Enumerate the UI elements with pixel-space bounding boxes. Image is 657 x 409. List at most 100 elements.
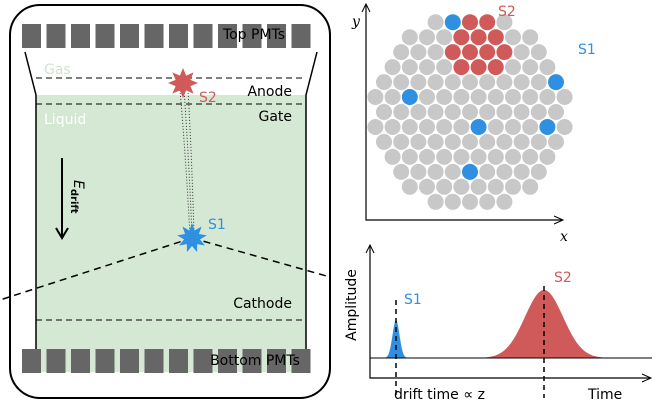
pmt — [169, 349, 188, 373]
pmt-hit — [505, 149, 521, 165]
pmt-hit — [402, 29, 418, 45]
symbol: E — [70, 180, 86, 189]
pmt-hit — [539, 59, 555, 75]
pmt-hit — [428, 74, 444, 90]
liquid-region — [36, 95, 306, 372]
diagram: Top PMTs Bottom PMTs Gas Liquid Anode Ga… — [0, 0, 657, 409]
pmt — [194, 24, 213, 48]
pmt-hit — [402, 119, 418, 135]
pmt — [22, 349, 41, 373]
pmt-hit — [479, 14, 495, 30]
pmt-hit — [367, 89, 383, 105]
detector: Top PMTs Bottom PMTs Gas Liquid Anode Ga… — [0, 5, 330, 398]
pmt — [292, 24, 311, 48]
pmt-hit — [488, 89, 504, 105]
pmt-hit — [462, 134, 478, 150]
pmt — [120, 24, 139, 48]
pmt-hit — [376, 74, 392, 90]
pmt-hit — [393, 44, 409, 60]
pmt-hit — [445, 74, 461, 90]
label: S2 — [554, 270, 572, 286]
pmt-hit — [496, 194, 512, 210]
pmt-hit — [488, 59, 504, 75]
label: Top PMTs — [222, 27, 285, 43]
pmt-hit — [428, 44, 444, 60]
pmt-hit — [419, 29, 435, 45]
pmt-hit — [410, 74, 426, 90]
pmt-hit — [557, 119, 573, 135]
pmt-hit — [548, 74, 564, 90]
pmt-hit — [471, 179, 487, 195]
pmt-hit — [393, 74, 409, 90]
pmt-hit — [385, 119, 401, 135]
pmt-hit — [453, 29, 469, 45]
pmt-hit — [531, 104, 547, 120]
pmt-hit — [522, 119, 538, 135]
pmt-hit — [445, 134, 461, 150]
subscript: drift — [68, 189, 79, 214]
label: Liquid — [44, 112, 86, 128]
pmt-hit — [462, 44, 478, 60]
label: S1 — [578, 42, 596, 58]
pmt-hit — [496, 74, 512, 90]
axis-label: Amplitude — [344, 269, 360, 341]
pmt-hit — [496, 164, 512, 180]
label: Gate — [258, 109, 292, 125]
pmt-hit — [428, 14, 444, 30]
pmt-hit — [531, 134, 547, 150]
pmt-hit — [410, 134, 426, 150]
pmt-hit — [428, 164, 444, 180]
pmt-hit — [514, 104, 530, 120]
label: S1 — [404, 292, 422, 308]
pmt-hit — [419, 179, 435, 195]
pmt-hit — [505, 59, 521, 75]
pmt-hit — [410, 44, 426, 60]
pmt-hit — [557, 89, 573, 105]
pmt-hit — [402, 59, 418, 75]
pmt-hit — [376, 134, 392, 150]
pmt-hit — [436, 59, 452, 75]
pmt-hit — [471, 29, 487, 45]
pmt-hit — [522, 59, 538, 75]
hit-pattern: y x S2 S1 — [351, 4, 596, 245]
pmt-hit — [436, 29, 452, 45]
pmt-hit — [505, 29, 521, 45]
pmt-hit — [410, 164, 426, 180]
pmt — [22, 24, 41, 48]
pmt-hit — [462, 14, 478, 30]
pmt — [71, 349, 90, 373]
pmt — [47, 349, 66, 373]
pmt — [145, 24, 164, 48]
pmt-hit — [471, 119, 487, 135]
pmt-hit — [505, 179, 521, 195]
pmt-hit — [488, 29, 504, 45]
pmt-hit — [453, 179, 469, 195]
pmt-hit — [462, 74, 478, 90]
waveform: Amplitude S1 S2 drift time ∝ z Time — [344, 245, 652, 403]
pmt-hit — [436, 119, 452, 135]
pmt-hit — [514, 74, 530, 90]
pmt-hit — [393, 164, 409, 180]
axis-label: y — [351, 14, 361, 30]
pmt-hit — [496, 134, 512, 150]
pmt-hit — [419, 59, 435, 75]
label: S2 — [498, 4, 516, 20]
pmt-hit — [531, 44, 547, 60]
axis-label: x — [560, 229, 568, 245]
pmt-hit — [479, 194, 495, 210]
label: Cathode — [233, 296, 292, 312]
label: S1 — [208, 217, 226, 233]
pmt-hit — [436, 149, 452, 165]
pmt-hit — [462, 194, 478, 210]
pmt-hit — [531, 74, 547, 90]
pmt-hit — [445, 44, 461, 60]
pmt-hit — [488, 179, 504, 195]
pmt-hit — [479, 44, 495, 60]
label: Gas — [44, 62, 71, 78]
pmt — [47, 24, 66, 48]
pmt-hit — [453, 59, 469, 75]
pmt-hit — [419, 89, 435, 105]
pmt — [120, 349, 139, 373]
pmt-hit — [505, 119, 521, 135]
label: Bottom PMTs — [210, 353, 300, 369]
